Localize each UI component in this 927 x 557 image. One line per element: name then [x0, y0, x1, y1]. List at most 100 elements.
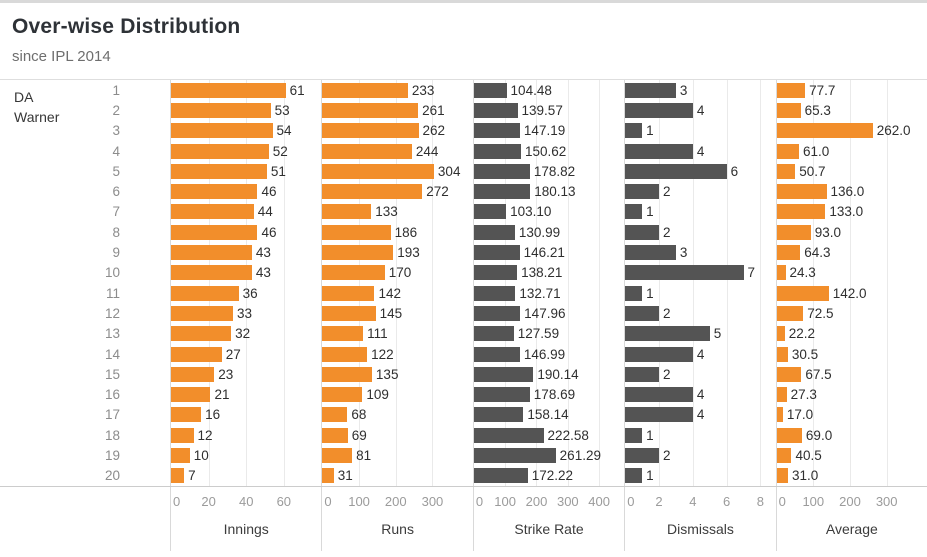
- dismissals-bar[interactable]: [625, 305, 660, 321]
- runs-bar[interactable]: [322, 245, 394, 261]
- innings-bar[interactable]: [171, 366, 215, 382]
- innings-bar[interactable]: [171, 224, 258, 240]
- runs-bar[interactable]: [322, 224, 391, 240]
- runs-bar[interactable]: [322, 265, 385, 281]
- innings-bar[interactable]: [171, 346, 222, 362]
- strike-rate-bar[interactable]: [473, 143, 521, 159]
- innings-bar[interactable]: [171, 184, 258, 200]
- dismissals-bar[interactable]: [625, 265, 744, 281]
- runs-bar[interactable]: [322, 305, 376, 321]
- runs-bar[interactable]: [322, 163, 434, 179]
- dismissals-bar[interactable]: [625, 285, 643, 301]
- dismissals-bar[interactable]: [625, 407, 693, 423]
- runs-bar[interactable]: [322, 184, 423, 200]
- strike-rate-bar[interactable]: [473, 305, 521, 321]
- runs-bar[interactable]: [322, 326, 364, 342]
- strike-rate-bar[interactable]: [473, 224, 515, 240]
- innings-bar[interactable]: [171, 102, 271, 118]
- dismissals-bar[interactable]: [625, 366, 660, 382]
- innings-bar[interactable]: [171, 407, 202, 423]
- innings-bar[interactable]: [171, 245, 252, 261]
- strike-rate-bar[interactable]: [473, 387, 530, 403]
- runs-bar[interactable]: [322, 407, 348, 423]
- innings-bar[interactable]: [171, 305, 234, 321]
- average-bar[interactable]: [776, 285, 829, 301]
- strike-rate-bar[interactable]: [473, 204, 507, 220]
- innings-bar[interactable]: [171, 163, 267, 179]
- dismissals-bar[interactable]: [625, 447, 660, 463]
- runs-bar[interactable]: [322, 82, 408, 98]
- dismissals-bar[interactable]: [625, 82, 676, 98]
- strike-rate-bar[interactable]: [473, 285, 516, 301]
- average-bar[interactable]: [776, 468, 788, 484]
- innings-bar[interactable]: [171, 285, 239, 301]
- strike-rate-bar[interactable]: [473, 326, 514, 342]
- strike-rate-bar[interactable]: [473, 265, 518, 281]
- average-bar[interactable]: [776, 326, 785, 342]
- innings-bar[interactable]: [171, 82, 286, 98]
- strike-rate-bar[interactable]: [473, 184, 531, 200]
- runs-bar[interactable]: [322, 387, 363, 403]
- innings-bar[interactable]: [171, 143, 269, 159]
- average-bar[interactable]: [776, 143, 799, 159]
- innings-bar[interactable]: [171, 265, 252, 281]
- innings-bar[interactable]: [171, 387, 211, 403]
- strike-rate-bar[interactable]: [473, 123, 520, 139]
- dismissals-bar[interactable]: [625, 184, 660, 200]
- innings-bar[interactable]: [171, 123, 273, 139]
- innings-bar[interactable]: [171, 427, 194, 443]
- strike-rate-bar[interactable]: [473, 427, 544, 443]
- average-bar[interactable]: [776, 366, 802, 382]
- average-bar[interactable]: [776, 102, 801, 118]
- runs-bar[interactable]: [322, 123, 419, 139]
- strike-rate-bar[interactable]: [473, 163, 530, 179]
- innings-bar[interactable]: [171, 326, 232, 342]
- dismissals-bar[interactable]: [625, 163, 727, 179]
- dismissals-bar[interactable]: [625, 468, 643, 484]
- strike-rate-bar[interactable]: [473, 366, 534, 382]
- average-bar[interactable]: [776, 224, 811, 240]
- average-bar[interactable]: [776, 204, 826, 220]
- runs-bar[interactable]: [322, 366, 372, 382]
- runs-bar[interactable]: [322, 447, 353, 463]
- average-bar[interactable]: [776, 427, 802, 443]
- strike-rate-bar[interactable]: [473, 346, 520, 362]
- average-bar[interactable]: [776, 123, 873, 139]
- average-bar[interactable]: [776, 447, 792, 463]
- innings-bar[interactable]: [171, 468, 185, 484]
- runs-bar[interactable]: [322, 427, 348, 443]
- runs-bar[interactable]: [322, 204, 372, 220]
- innings-bar[interactable]: [171, 447, 190, 463]
- average-bar[interactable]: [776, 305, 804, 321]
- runs-bar[interactable]: [322, 285, 375, 301]
- innings-bar[interactable]: [171, 204, 254, 220]
- average-bar[interactable]: [776, 407, 783, 423]
- average-bar[interactable]: [776, 163, 796, 179]
- runs-bar[interactable]: [322, 346, 368, 362]
- dismissals-bar[interactable]: [625, 102, 693, 118]
- dismissals-bar[interactable]: [625, 326, 710, 342]
- dismissals-bar[interactable]: [625, 427, 643, 443]
- dismissals-bar[interactable]: [625, 204, 643, 220]
- strike-rate-bar[interactable]: [473, 407, 524, 423]
- runs-bar[interactable]: [322, 143, 412, 159]
- runs-bar[interactable]: [322, 102, 419, 118]
- average-bar[interactable]: [776, 245, 801, 261]
- dismissals-bar[interactable]: [625, 143, 693, 159]
- average-bar[interactable]: [776, 82, 806, 98]
- strike-rate-bar[interactable]: [473, 447, 556, 463]
- average-bar[interactable]: [776, 387, 787, 403]
- average-bar[interactable]: [776, 346, 788, 362]
- dismissals-bar[interactable]: [625, 123, 643, 139]
- strike-rate-bar[interactable]: [473, 102, 518, 118]
- average-bar[interactable]: [776, 265, 786, 281]
- strike-rate-bar[interactable]: [473, 468, 528, 484]
- strike-rate-bar[interactable]: [473, 82, 507, 98]
- runs-bar[interactable]: [322, 468, 334, 484]
- strike-rate-bar[interactable]: [473, 245, 520, 261]
- dismissals-bar[interactable]: [625, 245, 676, 261]
- average-bar[interactable]: [776, 184, 827, 200]
- dismissals-bar[interactable]: [625, 346, 693, 362]
- dismissals-bar[interactable]: [625, 387, 693, 403]
- dismissals-bar[interactable]: [625, 224, 660, 240]
